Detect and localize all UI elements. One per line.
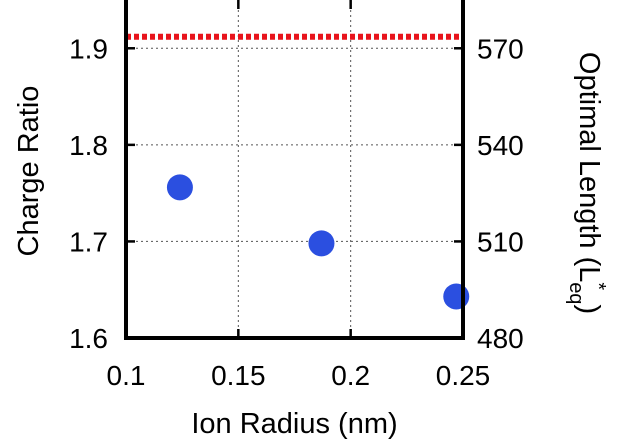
y2-axis-title: Optimal Length (L*eq) [565,52,609,314]
y2-tick-label: 540 [477,130,524,161]
plot-frame [124,0,465,340]
x-axis-title: Ion Radius (nm) [191,408,397,440]
x-tick-label: 0.1 [107,360,146,391]
y-tick-label: 1.6 [69,323,108,354]
axis-ticks [124,0,465,340]
data-point [166,174,193,201]
y2-axis-title-close: ) [573,304,605,314]
y-tick-label: 1.7 [69,226,108,257]
y2-tick-label: 570 [477,33,524,64]
x-tick-label: 0.25 [436,360,491,391]
y2-axis-title-superscript: * [587,282,609,290]
y2-axis-title-subscript: eq [565,282,587,304]
data-point [308,230,335,257]
series-layer [126,33,470,310]
data-point [443,283,470,310]
tick-labels: 0.1 0.15 0.2 0.25 1.6 1.7 1.8 1.9 480 510 540 570 [69,33,524,391]
y-tick-label: 1.8 [69,130,108,161]
x-tick-label: 0.2 [331,360,370,391]
grid-lines [126,0,463,338]
y2-tick-label: 480 [477,323,524,354]
y2-tick-label: 510 [477,226,524,257]
y2-axis-title-main: Optimal Length (L [573,52,605,283]
x-tick-label: 0.15 [211,360,266,391]
y-axis-title: Charge Ratio [13,86,45,257]
y-tick-label: 1.9 [69,33,108,64]
